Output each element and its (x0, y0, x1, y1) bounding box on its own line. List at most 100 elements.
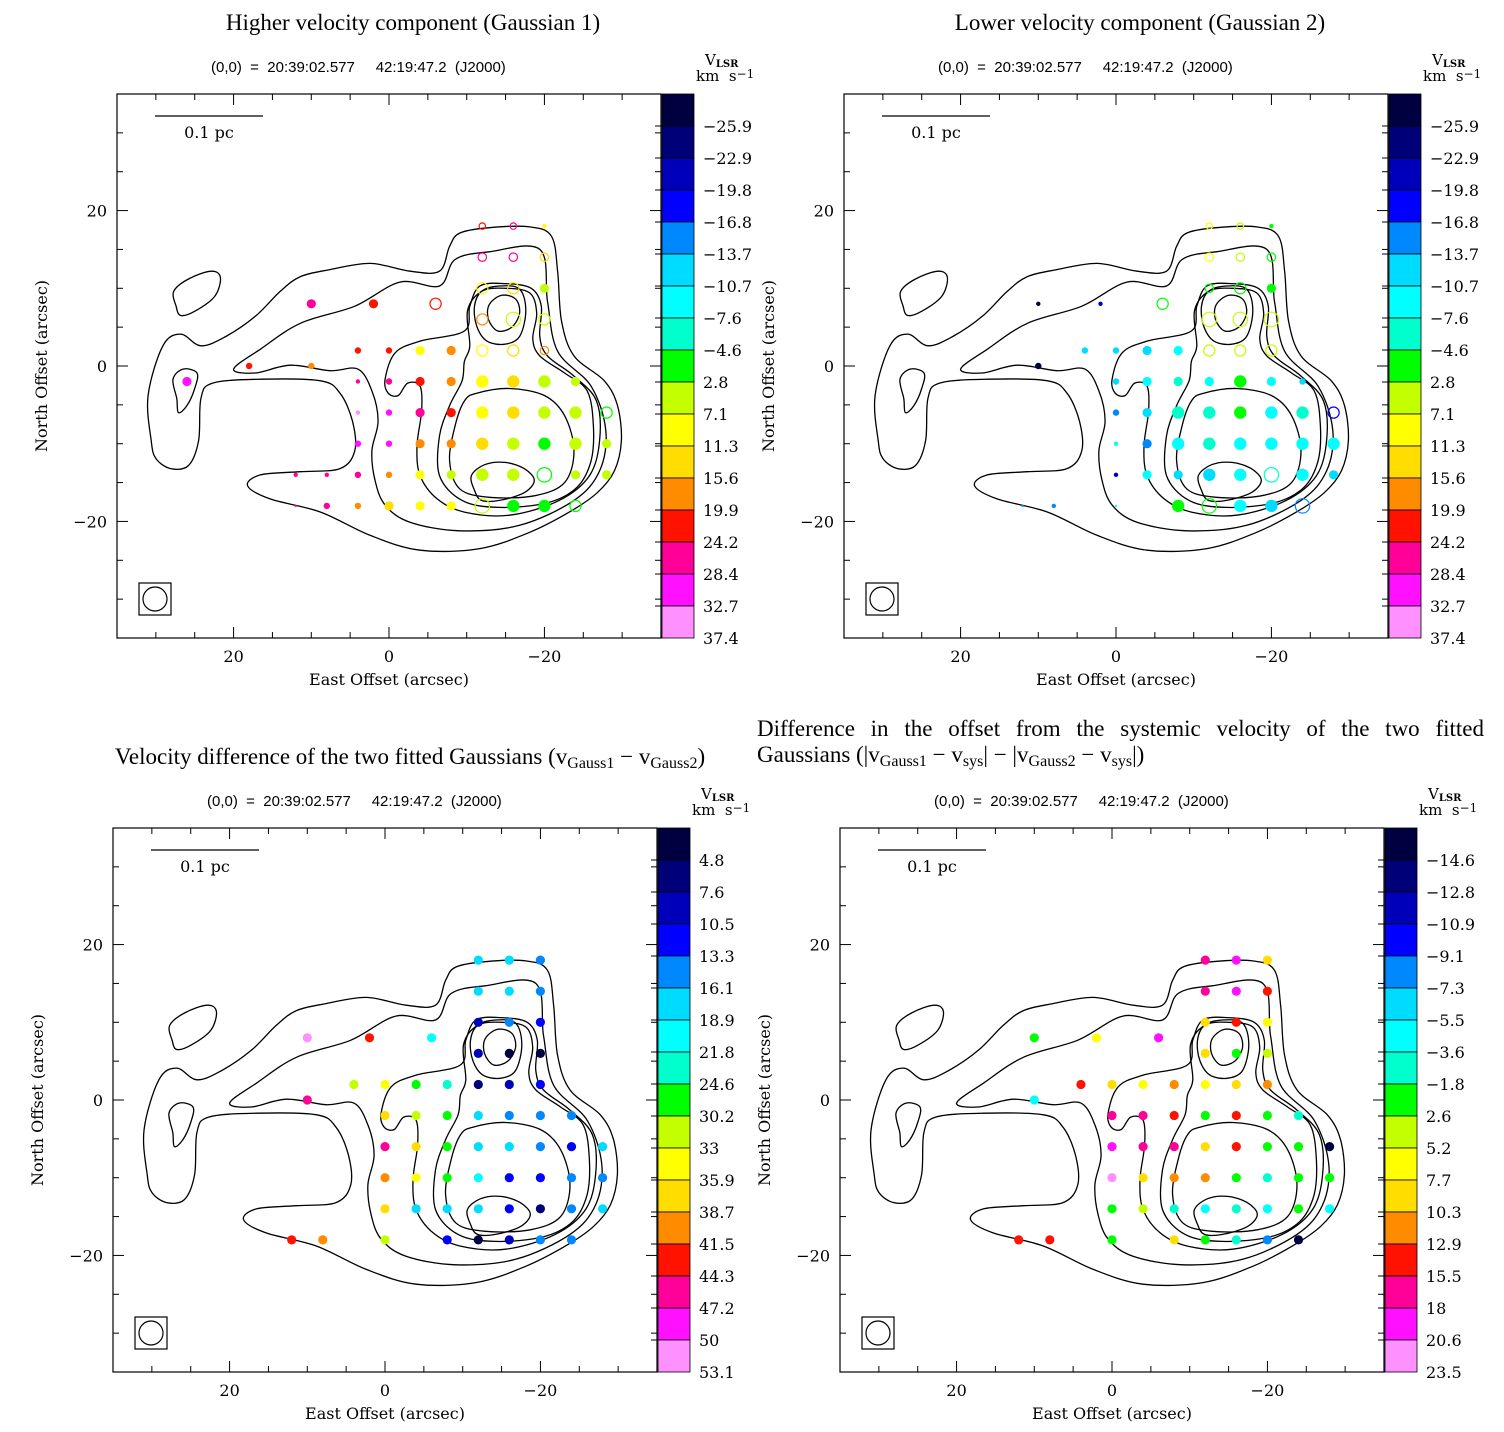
data-point (354, 471, 362, 478)
data-point (504, 1235, 514, 1245)
x-tick-label: 20 (219, 1381, 239, 1400)
colorbar-label: 12.9 (1426, 1235, 1462, 1254)
data-point (1201, 311, 1218, 328)
data-point (507, 344, 520, 357)
data-point (293, 472, 298, 477)
colorbar-label: 2.6 (1426, 1107, 1451, 1126)
data-point (1231, 1017, 1241, 1027)
colorbar: −25.9 −22.9 −19.8 −16.8 −13.7 −10.7 −7.6 −4.6 2.… (655, 93, 752, 648)
x-tick-label: 0 (1107, 1381, 1117, 1400)
colorbar-label: 37.4 (1430, 629, 1466, 648)
title-text: − v (614, 744, 651, 769)
data-point (349, 1079, 359, 1090)
data-point (1234, 375, 1247, 388)
colorbar-swatch (1388, 477, 1422, 511)
colorbar-label: 19.9 (1430, 501, 1466, 520)
data-point (535, 955, 545, 965)
x-tick-label: −20 (524, 1381, 558, 1400)
quantity-subscript: LSR (1442, 59, 1466, 70)
colorbar-units: km s−1 (1423, 68, 1481, 84)
data-point (380, 1110, 390, 1121)
data-point (1294, 498, 1311, 514)
data-point (1112, 378, 1120, 385)
contour-line (869, 959, 1346, 1287)
beam-box (138, 582, 172, 616)
colorbar-label: 24.2 (703, 533, 739, 552)
data-point (442, 1204, 452, 1214)
data-point (411, 1173, 421, 1183)
title-text: Velocity difference of the two fitted Ga… (114, 744, 568, 769)
title-line: Gaussians (|vGauss1 − vsys| − |vGauss2 −… (757, 742, 1484, 770)
y-axis-label: North Offset (arcsec) (759, 280, 778, 452)
colorbar-swatch (657, 859, 691, 893)
data-point (1113, 472, 1119, 477)
beam-ellipse (869, 586, 895, 612)
data-point (473, 1235, 483, 1245)
data-point (1107, 1173, 1117, 1183)
colorbar-quantity: VLSR (1419, 786, 1477, 804)
y-tick-label: 0 (97, 357, 107, 376)
colorbar-label: −22.9 (1430, 149, 1479, 168)
data-point (508, 252, 519, 262)
data-point (1203, 437, 1216, 450)
data-point (1234, 468, 1247, 481)
data-point (1231, 1079, 1241, 1090)
data-point (1266, 283, 1276, 293)
data-point (473, 1017, 483, 1027)
data-point (504, 1110, 514, 1121)
title-line: Higher velocity component (Gaussian 1) (117, 10, 709, 36)
quantity-subscript: LSR (711, 793, 735, 804)
colorbar-label: −7.6 (703, 309, 742, 328)
title-text: Lower velocity component (Gaussian 2) (954, 10, 1326, 35)
colorbar-swatch (657, 1243, 691, 1277)
colorbar-swatch (661, 317, 695, 351)
colorbar-label: 11.3 (1430, 437, 1466, 456)
data-point (1231, 1142, 1241, 1152)
contour-line (172, 270, 222, 317)
colorbar-swatch (1388, 93, 1422, 127)
data-point (1107, 1142, 1117, 1152)
data-point (1169, 1204, 1179, 1214)
data-point (1169, 1142, 1179, 1152)
colorbar-swatch (1388, 349, 1422, 383)
data-point (1156, 297, 1169, 310)
data-point (302, 1033, 312, 1043)
colorbar-label: −14.6 (1426, 851, 1475, 870)
data-point (504, 1204, 514, 1214)
x-axis-label: East Offset (arcsec) (305, 1404, 465, 1423)
data-point (1234, 406, 1247, 419)
reference-position: (0,0) = 20:39:02.577 42:19:47.2 (J2000) (211, 59, 506, 76)
colorbar-label: 41.5 (699, 1235, 735, 1254)
data-point (535, 1173, 545, 1183)
data-point (1232, 311, 1249, 328)
colorbar-unit-label: VLSR km s−1 (692, 786, 750, 818)
data-point (473, 1142, 483, 1152)
data-point (1169, 1173, 1179, 1183)
contour-line (232, 245, 607, 532)
data-point (318, 1235, 328, 1245)
data-point (1081, 347, 1089, 354)
data-point (504, 1142, 514, 1152)
colorbar-label: −7.3 (1426, 979, 1465, 998)
x-tick-label: −20 (1255, 647, 1289, 666)
data-point (1173, 470, 1183, 480)
y-tick-label: 20 (83, 936, 103, 955)
data-point (442, 1079, 452, 1090)
quantity-symbol: V (1432, 51, 1443, 69)
colorbar-swatch (661, 189, 695, 223)
data-point (1173, 345, 1183, 356)
data-point (1169, 1235, 1179, 1245)
data-point (476, 344, 489, 357)
data-point (535, 1079, 545, 1090)
data-point (1142, 470, 1152, 480)
data-point (1035, 362, 1042, 370)
data-point (324, 472, 329, 477)
data-point (1200, 955, 1210, 965)
map-panel: 20 20 0 0 −20 −20 East Offset (arcsec) North Of… (28, 827, 735, 1423)
colorbar-swatch (1384, 1339, 1418, 1373)
data-point (368, 299, 379, 309)
data-point (1329, 470, 1339, 480)
data-point (600, 406, 613, 419)
data-point (1265, 406, 1278, 419)
data-point (1231, 1204, 1241, 1214)
